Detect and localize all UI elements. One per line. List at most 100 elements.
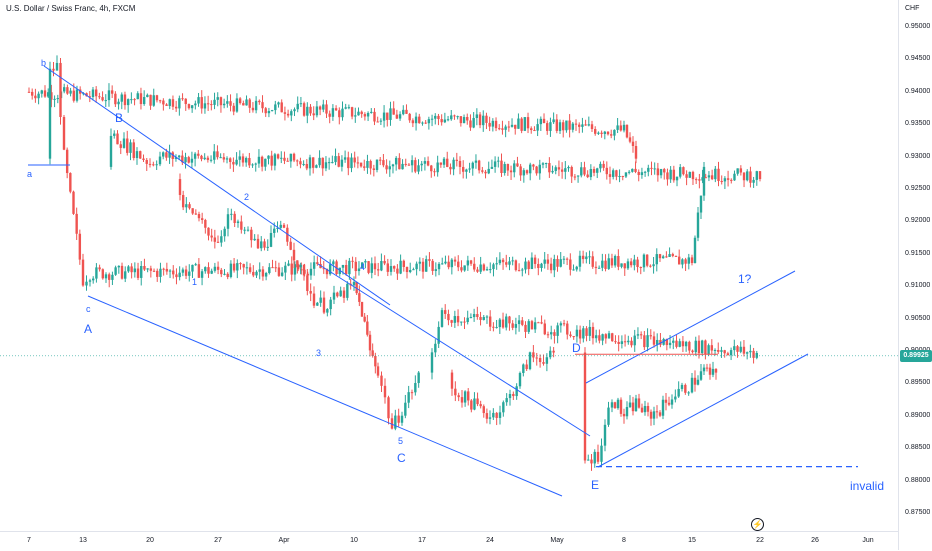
candle-body bbox=[421, 261, 425, 272]
candle-body bbox=[197, 153, 200, 156]
candle-body bbox=[216, 241, 220, 243]
candle-body bbox=[543, 323, 546, 335]
candle-body bbox=[417, 372, 420, 384]
candle-body bbox=[240, 221, 243, 230]
candle-body bbox=[437, 326, 440, 344]
candle-body bbox=[736, 346, 739, 352]
candle-body bbox=[463, 391, 467, 403]
time-axis[interactable] bbox=[0, 531, 898, 551]
candle-body bbox=[607, 407, 610, 425]
candle-body bbox=[356, 162, 360, 164]
candle-body bbox=[264, 158, 267, 167]
candle-body bbox=[286, 227, 289, 242]
candle-body bbox=[390, 418, 394, 429]
candle-body bbox=[490, 166, 494, 169]
price-axis[interactable] bbox=[898, 0, 932, 550]
candle-body bbox=[59, 62, 62, 118]
price-chart-svg[interactable] bbox=[0, 0, 898, 531]
candle-body bbox=[101, 269, 105, 279]
candle-body bbox=[194, 103, 197, 106]
candle-body bbox=[434, 115, 437, 119]
candle-body bbox=[184, 269, 188, 276]
candle-body bbox=[524, 324, 527, 332]
candle-body bbox=[427, 119, 431, 124]
candle-body bbox=[207, 267, 210, 274]
candle-body bbox=[634, 398, 638, 412]
candle-body bbox=[647, 167, 650, 172]
candle-body bbox=[597, 132, 600, 134]
candle-body bbox=[360, 262, 364, 269]
candle-body bbox=[630, 340, 633, 346]
candle-body bbox=[424, 122, 427, 124]
candle-body bbox=[280, 157, 283, 159]
candle-body bbox=[338, 110, 341, 118]
candle-body bbox=[425, 259, 428, 272]
candle-body bbox=[625, 124, 629, 138]
candle-body bbox=[194, 264, 197, 266]
candle-body bbox=[376, 121, 379, 123]
candle-body bbox=[268, 267, 271, 274]
candle-body bbox=[552, 119, 555, 123]
candle-body bbox=[699, 195, 703, 213]
candle-body bbox=[302, 264, 306, 276]
candle-body bbox=[482, 264, 486, 271]
candle-body bbox=[401, 163, 404, 170]
candle-body bbox=[331, 108, 335, 117]
candle-body bbox=[568, 120, 571, 130]
candle-body bbox=[514, 260, 518, 271]
candle-body bbox=[565, 120, 568, 131]
candle-body bbox=[348, 260, 351, 275]
candle-body bbox=[469, 260, 473, 264]
candle-body bbox=[462, 117, 466, 124]
candle-body bbox=[174, 106, 178, 109]
candle-body bbox=[251, 164, 254, 166]
candle-body bbox=[523, 117, 527, 131]
candle-body bbox=[465, 169, 468, 172]
candle-body bbox=[688, 341, 691, 351]
candle-body bbox=[162, 100, 165, 105]
candle-body bbox=[136, 268, 140, 278]
candle-body bbox=[600, 132, 603, 134]
candle-body bbox=[257, 156, 261, 164]
candle-body bbox=[667, 402, 671, 405]
upper-wedge-line bbox=[43, 65, 391, 306]
candle-body bbox=[394, 415, 397, 429]
candle-body bbox=[219, 157, 222, 159]
candle-body bbox=[373, 263, 377, 270]
lightning-icon[interactable]: ⚡ bbox=[751, 518, 764, 531]
candle-body bbox=[504, 126, 507, 130]
candle-body bbox=[146, 268, 149, 270]
candle-body bbox=[188, 204, 191, 209]
candle-body bbox=[710, 175, 714, 180]
candle-body bbox=[590, 459, 593, 464]
candle-body bbox=[528, 352, 532, 370]
candle-body bbox=[292, 153, 296, 161]
candle-body bbox=[322, 268, 325, 270]
candle-body bbox=[375, 159, 379, 170]
candle-body bbox=[226, 101, 229, 104]
candle-body bbox=[672, 340, 675, 343]
candle-body bbox=[248, 157, 251, 166]
candle-body bbox=[626, 261, 630, 269]
candle-body bbox=[207, 227, 210, 236]
candle-body bbox=[355, 282, 358, 294]
candle-body bbox=[191, 208, 194, 214]
candle-body bbox=[398, 157, 401, 170]
candle-body bbox=[46, 92, 50, 97]
candle-body bbox=[604, 334, 608, 339]
candle-body bbox=[246, 229, 250, 231]
candle-body bbox=[586, 174, 589, 178]
candle-body bbox=[409, 270, 412, 273]
candle-body bbox=[266, 246, 269, 248]
candle-body bbox=[316, 262, 319, 264]
candle-body bbox=[625, 407, 629, 417]
candle-body bbox=[479, 316, 482, 320]
candle-body bbox=[526, 117, 530, 129]
candle-body bbox=[539, 118, 543, 125]
candle-body bbox=[533, 257, 537, 264]
candle-body bbox=[322, 104, 325, 110]
candle-body bbox=[391, 164, 395, 167]
candle-body bbox=[85, 93, 88, 97]
candle-body bbox=[629, 261, 633, 266]
